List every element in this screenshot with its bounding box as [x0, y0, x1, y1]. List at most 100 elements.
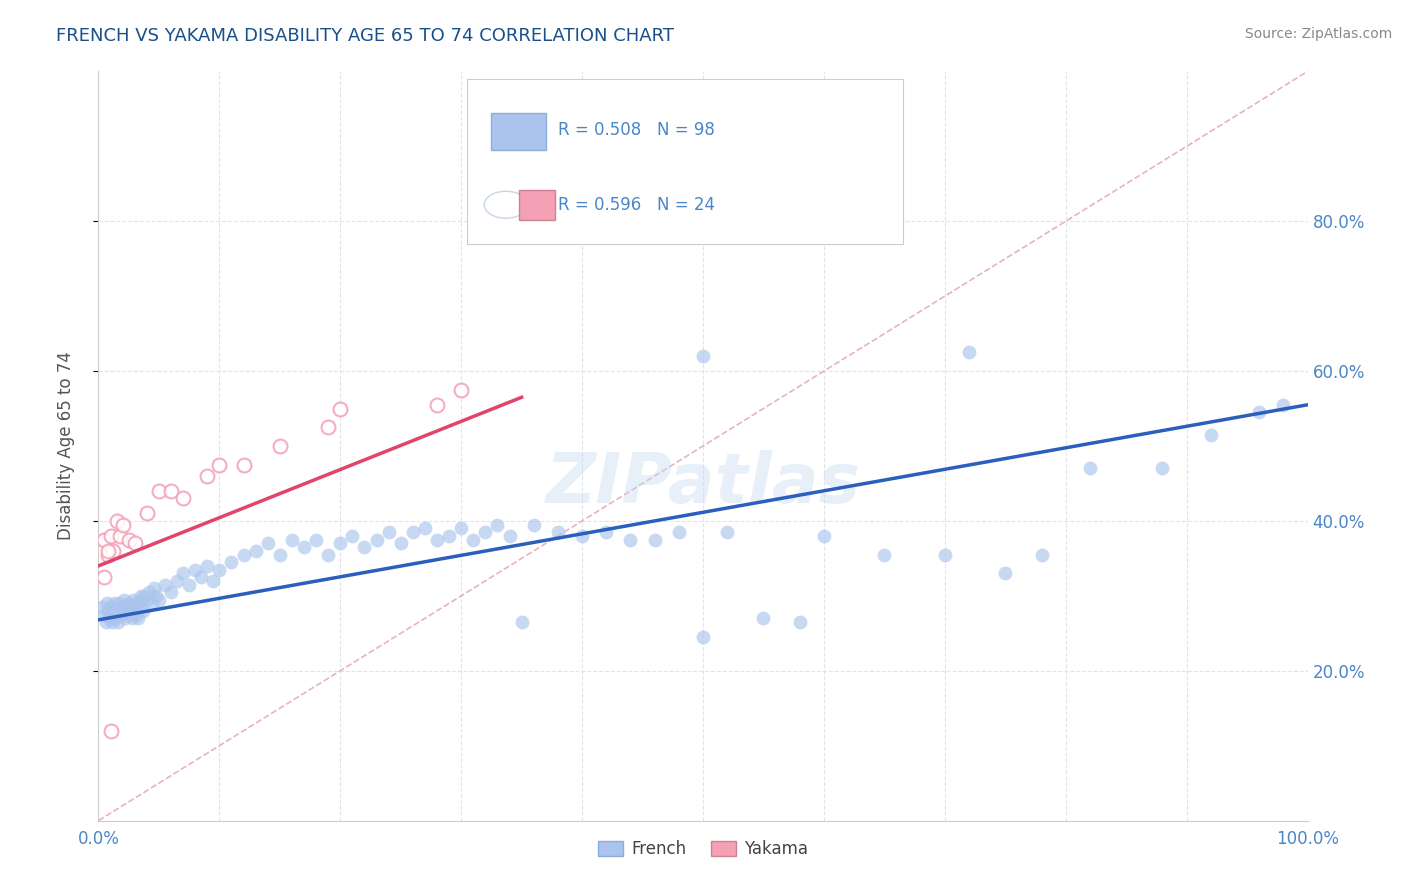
Point — [269, 439, 291, 453]
Y-axis label: Disability Age 65 to 74: Disability Age 65 to 74 — [56, 351, 75, 541]
Point — [115, 600, 138, 615]
Point — [190, 570, 212, 584]
Point — [619, 533, 641, 547]
Point — [127, 596, 149, 610]
Point — [957, 345, 980, 359]
FancyBboxPatch shape — [519, 190, 555, 219]
Point — [389, 536, 412, 550]
Point — [125, 607, 148, 622]
Point — [141, 596, 163, 610]
Point — [498, 529, 520, 543]
Point — [138, 585, 160, 599]
Point — [111, 604, 134, 618]
Point — [111, 517, 134, 532]
Point — [813, 529, 835, 543]
Point — [316, 548, 339, 562]
Point — [256, 536, 278, 550]
Point — [97, 604, 120, 618]
Point — [128, 600, 150, 615]
Point — [668, 525, 690, 540]
Point — [994, 566, 1017, 581]
Point — [1199, 427, 1222, 442]
Point — [523, 517, 546, 532]
Point — [148, 483, 170, 498]
Point — [93, 533, 115, 547]
Point — [104, 611, 127, 625]
Point — [692, 630, 714, 644]
Point — [105, 604, 128, 618]
FancyBboxPatch shape — [467, 78, 903, 244]
Point — [232, 458, 254, 472]
Point — [195, 558, 218, 573]
Point — [131, 592, 153, 607]
Point — [105, 514, 128, 528]
Point — [124, 600, 146, 615]
Point — [148, 592, 170, 607]
Point — [413, 521, 436, 535]
Point — [122, 592, 145, 607]
Point — [135, 507, 157, 521]
Point — [202, 574, 225, 588]
Point — [98, 611, 121, 625]
Point — [103, 596, 125, 610]
Point — [789, 615, 811, 629]
Point — [221, 555, 243, 569]
Point — [547, 525, 569, 540]
Point — [94, 615, 117, 629]
Point — [269, 548, 291, 562]
Point — [305, 533, 328, 547]
Point — [179, 577, 201, 591]
Point — [377, 525, 399, 540]
Point — [402, 525, 425, 540]
Point — [135, 592, 157, 607]
Point — [97, 548, 120, 562]
Point — [112, 592, 135, 607]
Point — [426, 533, 449, 547]
Point — [571, 529, 593, 543]
Point — [132, 604, 155, 618]
Point — [1031, 548, 1053, 562]
Point — [474, 525, 496, 540]
Point — [100, 615, 122, 629]
Point — [100, 529, 122, 543]
Point — [93, 570, 115, 584]
Point — [752, 611, 775, 625]
Point — [1249, 405, 1271, 419]
Text: FRENCH VS YAKAMA DISABILITY AGE 65 TO 74 CORRELATION CHART: FRENCH VS YAKAMA DISABILITY AGE 65 TO 74… — [56, 27, 675, 45]
Point — [91, 600, 114, 615]
Point — [153, 577, 176, 591]
Point — [195, 469, 218, 483]
Point — [172, 491, 194, 506]
Point — [463, 533, 485, 547]
Point — [129, 589, 152, 603]
Point — [184, 563, 207, 577]
Point — [644, 533, 666, 547]
Circle shape — [484, 191, 527, 219]
Point — [510, 615, 533, 629]
Point — [342, 529, 364, 543]
Point — [107, 615, 129, 629]
Point — [118, 596, 141, 610]
Point — [366, 533, 388, 547]
Point — [121, 611, 143, 625]
Point — [1272, 398, 1295, 412]
Point — [329, 536, 352, 550]
Point — [110, 600, 132, 615]
Point — [1078, 461, 1101, 475]
Point — [118, 607, 141, 622]
Point — [118, 533, 141, 547]
Text: ZIPatlas: ZIPatlas — [546, 450, 860, 517]
Point — [100, 600, 122, 615]
Point — [426, 398, 449, 412]
Point — [100, 723, 122, 738]
Legend: French, Yakama: French, Yakama — [591, 833, 815, 864]
Point — [450, 383, 472, 397]
Point — [1152, 461, 1174, 475]
Point — [160, 483, 183, 498]
Point — [101, 607, 124, 622]
Point — [160, 585, 183, 599]
Point — [108, 529, 131, 543]
Point — [96, 596, 118, 610]
Point — [329, 401, 352, 416]
Point — [692, 349, 714, 363]
